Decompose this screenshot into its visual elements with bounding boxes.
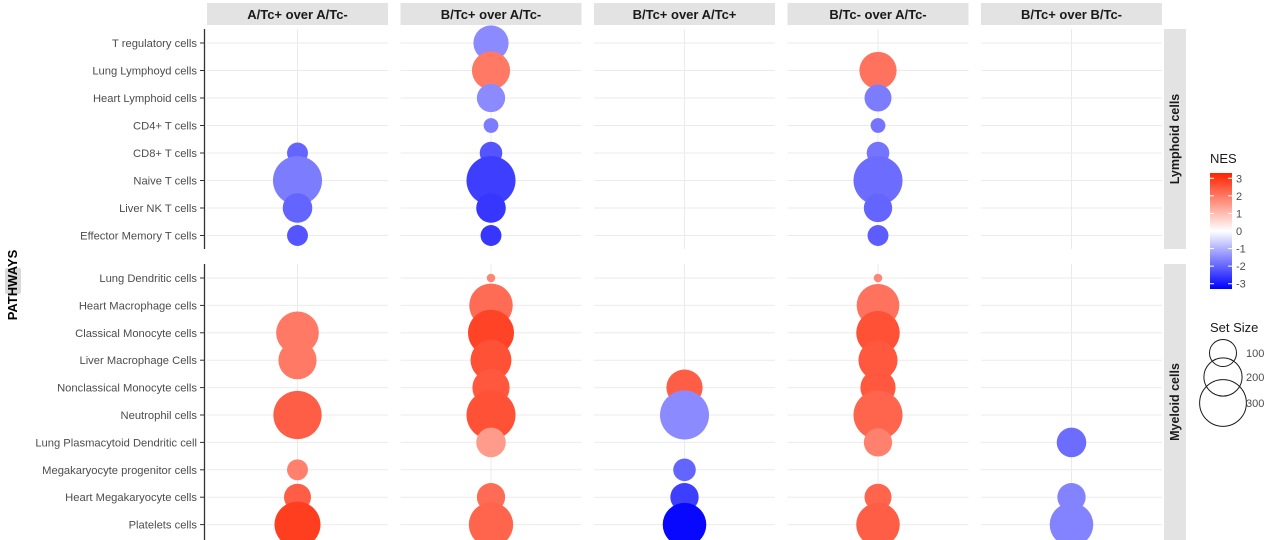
point-b-tc-over-b-tc-lung-plasmacytoid-dendritic-cell [1056, 427, 1087, 458]
column-strip-label-b-tc-over-a-tc: B/Tc+ over A/Tc- [441, 7, 542, 22]
point-b-tc-over-a-tc-naive-t-cells [853, 155, 903, 206]
point-b-tc-over-a-tc-liver-nk-t-cells [476, 193, 506, 223]
column-strip-label-b-tc-over-a-tc: B/Tc+ over A/Tc+ [633, 7, 737, 22]
legend-nes-title: NES [1210, 151, 1237, 166]
row-label-naive-t-cells: Naive T cells [133, 176, 197, 188]
point-b-tc-over-a-tc-lung-dendritic-cells [486, 273, 496, 283]
row-strip-myeloid-cells [1164, 264, 1186, 540]
legend-color-tick-label: 0 [1236, 226, 1242, 238]
point-b-tc-over-a-tc-neutrophil-cells [853, 390, 903, 440]
point-a-tc-over-a-tc-naive-t-cells [272, 155, 323, 206]
column-strip-b-tc-over-a-tc [787, 3, 969, 25]
point-a-tc-over-a-tc-effector-memory-t-cells [287, 225, 308, 246]
legend-size-label-200: 200 [1246, 372, 1264, 384]
axis-labels: T regulatory cells Lung Lymphoyd cells Hea… [5, 38, 197, 532]
legend-size-title: Set Size [1210, 320, 1258, 335]
row-label-lung-lymphoyd-cells: Lung Lymphoyd cells [92, 66, 197, 78]
point-b-tc-over-a-tc-liver-nk-t-cells [863, 193, 893, 223]
point-b-tc-over-a-tc-platelets-cells [468, 502, 514, 540]
point-b-tc-over-a-tc-lung-lymphoyd-cells [471, 51, 511, 90]
point-a-tc-over-a-tc-liver-nk-t-cells [282, 193, 313, 223]
row-label-platelets-cells: Platelets cells [129, 520, 198, 532]
legend-size-circle-200 [1203, 357, 1243, 397]
point-a-tc-over-a-tc-megakaryocyte-progenitor-cells [287, 459, 308, 481]
point-a-tc-over-a-tc-classical-monocyte-cells [276, 311, 319, 355]
point-b-tc-over-a-tc-neutrophil-cells [659, 390, 710, 440]
row-label-effector-memory-t-cells: Effector Memory T cells [80, 231, 197, 243]
point-b-tc-over-a-tc-lung-dendritic-cells [873, 273, 883, 283]
legend-size-label-100: 100 [1246, 348, 1264, 360]
legend-color-tick-label: -2 [1236, 261, 1246, 273]
legend-color-tick-label: 2 [1236, 191, 1242, 203]
legend-color-tick-label: -3 [1236, 279, 1246, 291]
point-b-tc-over-a-tc-megakaryocyte-progenitor-cells [673, 458, 696, 482]
column-strip-b-tc-over-a-tc [594, 3, 775, 25]
row-label-heart-lymphoid-cells: Heart Lymphoid cells [93, 93, 197, 105]
point-b-tc-over-a-tc-t-regulatory-cells [473, 25, 509, 61]
row-label-t-regulatory-cells: T regulatory cells [112, 38, 197, 50]
row-label-lung-plasmacytoid-dendritic-cell: Lung Plasmacytoid Dendritic cell [35, 437, 197, 449]
legend-size-circle-100 [1209, 339, 1237, 367]
point-b-tc-over-a-tc-lung-plasmacytoid-dendritic-cell [863, 428, 893, 457]
point-b-tc-over-a-tc-heart-lymphoid-cells [864, 84, 892, 112]
row-label-megakaryocyte-progenitor-cells: Megakaryocyte progenitor cells [42, 465, 197, 477]
point-b-tc-over-a-tc-neutrophil-cells [466, 390, 516, 440]
point-b-tc-over-a-tc-naive-t-cells [466, 155, 516, 206]
column-strip-b-tc-over-b-tc [981, 3, 1162, 25]
point-b-tc-over-a-tc-cd4-t-cells [870, 118, 886, 133]
legend-color-bar [1210, 173, 1232, 289]
row-label-nonclassical-monocyte-cells: Nonclassical Monocyte cells [57, 383, 197, 395]
point-a-tc-over-a-tc-platelets-cells [274, 501, 321, 540]
column-strip-label-b-tc-over-b-tc: B/Tc+ over B/Tc- [1021, 7, 1122, 22]
row-strip-lymphoid-cells [1164, 29, 1186, 249]
point-b-tc-over-a-tc-lung-lymphoyd-cells [859, 51, 897, 90]
row-strip-label-myeloid-cells: Myeloid cells [1168, 363, 1182, 441]
point-b-tc-over-a-tc-platelets-cells [856, 502, 900, 540]
point-b-tc-over-a-tc-liver-macrophage-cells [470, 339, 512, 381]
column-strip-a-tc-over-a-tc [207, 3, 388, 25]
column-strip-label-b-tc-over-a-tc: B/Tc- over A/Tc- [829, 7, 926, 22]
y-axis-title: PATHWAYS [5, 249, 20, 320]
point-b-tc-over-a-tc-heart-lymphoid-cells [476, 83, 506, 113]
legend-size-label-300: 300 [1246, 398, 1264, 410]
row-label-heart-megakaryocyte-cells: Heart Megakaryocyte cells [65, 492, 197, 504]
point-b-tc-over-a-tc-cd4-t-cells [483, 118, 499, 133]
point-b-tc-over-a-tc-lung-plasmacytoid-dendritic-cell [476, 427, 506, 458]
row-label-classical-monocyte-cells: Classical Monocyte cells [75, 328, 197, 340]
row-label-liver-macrophage-cells: Liver Macrophage Cells [79, 355, 197, 367]
axis-title-highlight [5, 268, 21, 294]
data-points [272, 25, 1094, 540]
legend-color-tick-label: 3 [1236, 173, 1242, 185]
row-label-liver-nk-t-cells: Liver NK T cells [119, 203, 197, 215]
column-strip-b-tc-over-a-tc [400, 3, 582, 25]
row-label-neutrophil-cells: Neutrophil cells [121, 410, 198, 422]
point-b-tc-over-a-tc-effector-memory-t-cells [867, 225, 889, 246]
legend-color-tick-label: -1 [1236, 244, 1246, 256]
legend: NES 3 2 1 0 -1 -2 -3 Set Size 100 200 300 [1199, 151, 1264, 427]
legend-size-circle-300 [1199, 379, 1247, 427]
row-strip-label-lymphoid-cells: Lymphoid cells [1168, 94, 1182, 185]
point-b-tc-over-a-tc-platelets-cells [662, 502, 707, 540]
point-a-tc-over-a-tc-liver-macrophage-cells [278, 341, 317, 380]
point-b-tc-over-a-tc-liver-macrophage-cells [858, 340, 898, 380]
facet-strips: A/Tc+ over A/Tc- B/Tc+ over A/Tc- B/Tc+ ov… [207, 3, 1186, 540]
point-b-tc-over-b-tc-platelets-cells [1049, 502, 1094, 540]
point-b-tc-over-a-tc-classical-monocyte-cells [856, 311, 900, 355]
point-a-tc-over-a-tc-neutrophil-cells [273, 390, 322, 440]
row-label-cd4-t-cells: CD4+ T cells [133, 121, 197, 133]
legend-color-tick-label: 1 [1236, 208, 1242, 220]
point-b-tc-over-a-tc-effector-memory-t-cells [480, 225, 502, 246]
axes [200, 29, 206, 540]
column-strip-label-a-tc-over-a-tc: A/Tc+ over A/Tc- [247, 7, 348, 22]
row-label-cd8-t-cells: CD8+ T cells [133, 148, 197, 160]
row-label-lung-dendritic-cells: Lung Dendritic cells [99, 273, 197, 285]
row-label-heart-macrophage-cells: Heart Macrophage cells [79, 300, 198, 312]
